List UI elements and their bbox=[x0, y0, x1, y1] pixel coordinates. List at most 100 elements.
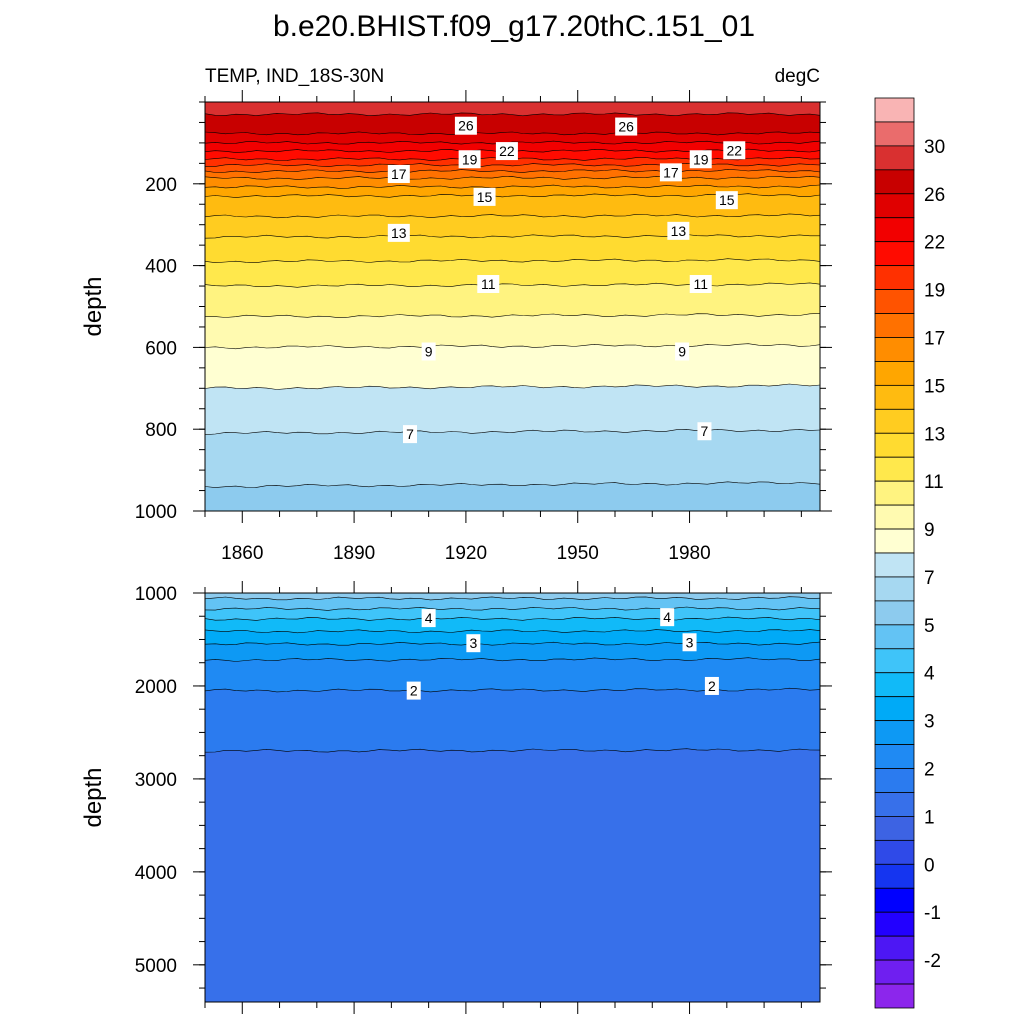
contour-label: 7 bbox=[403, 425, 417, 444]
svg-text:4: 4 bbox=[425, 610, 433, 626]
colorbar-label: 11 bbox=[924, 472, 944, 493]
colorbar-swatch bbox=[874, 696, 915, 722]
colorbar-label: 30 bbox=[924, 137, 945, 158]
plot-frame bbox=[204, 592, 821, 1003]
colorbar-swatch bbox=[874, 720, 915, 745]
contour-label: 4 bbox=[660, 608, 675, 627]
contour-line bbox=[205, 606, 820, 611]
x-tick-label: 1860 bbox=[221, 543, 263, 564]
y-tick-label: 200 bbox=[145, 175, 177, 196]
x-tick-label: 1890 bbox=[333, 543, 375, 564]
contour-line bbox=[205, 168, 820, 174]
colorbar-label: 9 bbox=[924, 520, 935, 541]
svg-text:9: 9 bbox=[425, 343, 433, 359]
contour-line bbox=[205, 175, 820, 180]
contour-label: 2 bbox=[704, 676, 719, 695]
contour-line bbox=[205, 616, 820, 621]
contour-label: 3 bbox=[466, 634, 481, 653]
colorbar-swatch bbox=[874, 337, 915, 362]
colorbar-swatch bbox=[874, 624, 915, 650]
contour-line bbox=[205, 343, 820, 350]
contour-line bbox=[205, 234, 820, 239]
contour-label: 4 bbox=[421, 609, 436, 628]
colorbar-label: 5 bbox=[924, 616, 935, 637]
colorbar-swatch bbox=[874, 768, 915, 793]
colorbar-label: 2 bbox=[924, 760, 935, 781]
contour-line bbox=[205, 428, 820, 435]
svg-text:22: 22 bbox=[499, 143, 515, 159]
colorbar-swatch bbox=[874, 432, 915, 458]
contour-line bbox=[205, 481, 820, 488]
colorbar-label: 22 bbox=[924, 233, 945, 254]
contour-label: 15 bbox=[473, 187, 496, 206]
contour-line bbox=[205, 131, 820, 136]
colorbar-label: 4 bbox=[924, 664, 935, 685]
contour-label: 15 bbox=[715, 191, 738, 210]
y-tick-label: 400 bbox=[145, 257, 177, 278]
svg-text:3: 3 bbox=[686, 634, 694, 650]
x-tick-label: 1920 bbox=[445, 543, 487, 564]
y-tick-label: 2000 bbox=[135, 677, 177, 698]
colorbar-swatch bbox=[874, 193, 915, 219]
svg-text:7: 7 bbox=[406, 426, 414, 442]
contour-line bbox=[205, 184, 820, 189]
colorbar-swatch bbox=[874, 816, 915, 841]
contour-line bbox=[205, 629, 820, 634]
contour-label: 9 bbox=[675, 342, 690, 361]
colorbar-swatch bbox=[874, 265, 915, 290]
svg-text:17: 17 bbox=[391, 166, 407, 182]
x-tick-label: 1980 bbox=[668, 543, 710, 564]
contour-label: 9 bbox=[421, 342, 436, 361]
svg-text:26: 26 bbox=[458, 118, 474, 134]
contour-label: 11 bbox=[689, 275, 712, 294]
contour-label: 22 bbox=[723, 141, 746, 160]
colorbar-label: 0 bbox=[924, 855, 935, 876]
svg-text:2: 2 bbox=[410, 683, 418, 699]
svg-text:4: 4 bbox=[663, 609, 671, 625]
colorbar-swatch bbox=[874, 504, 915, 530]
contour-line bbox=[205, 641, 820, 646]
temperature-field bbox=[205, 593, 820, 1002]
contour-line bbox=[205, 282, 820, 288]
colorbar-label: 26 bbox=[924, 185, 945, 206]
colorbar-swatch bbox=[874, 121, 915, 147]
variable-region-label: TEMP, IND_18S-30N bbox=[205, 66, 384, 87]
x-tick-label: 1950 bbox=[557, 543, 599, 564]
colorbar-swatch bbox=[874, 935, 915, 961]
y-tick-label: 3000 bbox=[135, 770, 177, 791]
colorbar-swatch bbox=[874, 97, 915, 123]
colorbar-swatch bbox=[874, 887, 915, 913]
chart-title: b.e20.BHIST.f09_g17.20thC.151_01 bbox=[273, 10, 755, 43]
colorbar-label: 7 bbox=[924, 568, 935, 589]
contour-line bbox=[205, 596, 820, 601]
colorbar-swatch bbox=[874, 313, 915, 338]
units-label: degC bbox=[775, 66, 820, 87]
contour-label: 17 bbox=[659, 163, 682, 182]
contour-label: 7 bbox=[697, 422, 712, 441]
contour-label: 22 bbox=[495, 142, 518, 161]
contour-line bbox=[205, 748, 820, 753]
y-tick-label: 1000 bbox=[135, 502, 177, 523]
svg-text:7: 7 bbox=[701, 423, 709, 439]
contour-label: 17 bbox=[387, 164, 410, 183]
svg-text:15: 15 bbox=[477, 189, 493, 205]
contour-line bbox=[205, 140, 820, 145]
svg-text:26: 26 bbox=[618, 119, 634, 135]
colorbar-label: -1 bbox=[924, 903, 941, 924]
colorbar-swatch bbox=[874, 744, 915, 769]
colorbar-swatch bbox=[874, 384, 915, 410]
colorbar-label: 17 bbox=[924, 328, 945, 349]
colorbar-swatch bbox=[874, 576, 915, 602]
colorbar-swatch bbox=[874, 480, 915, 506]
colorbar-label: 19 bbox=[924, 281, 945, 302]
y-axis-label: depth bbox=[80, 276, 107, 336]
contour-label: 2 bbox=[406, 681, 421, 700]
colorbar-swatch bbox=[874, 289, 915, 314]
temperature-band bbox=[205, 102, 820, 116]
colorbar-swatch bbox=[874, 528, 915, 554]
colorbar-label: 1 bbox=[924, 807, 935, 828]
colorbar-swatch bbox=[874, 839, 915, 865]
contour-label: 26 bbox=[454, 116, 477, 135]
contour-line bbox=[205, 112, 820, 117]
